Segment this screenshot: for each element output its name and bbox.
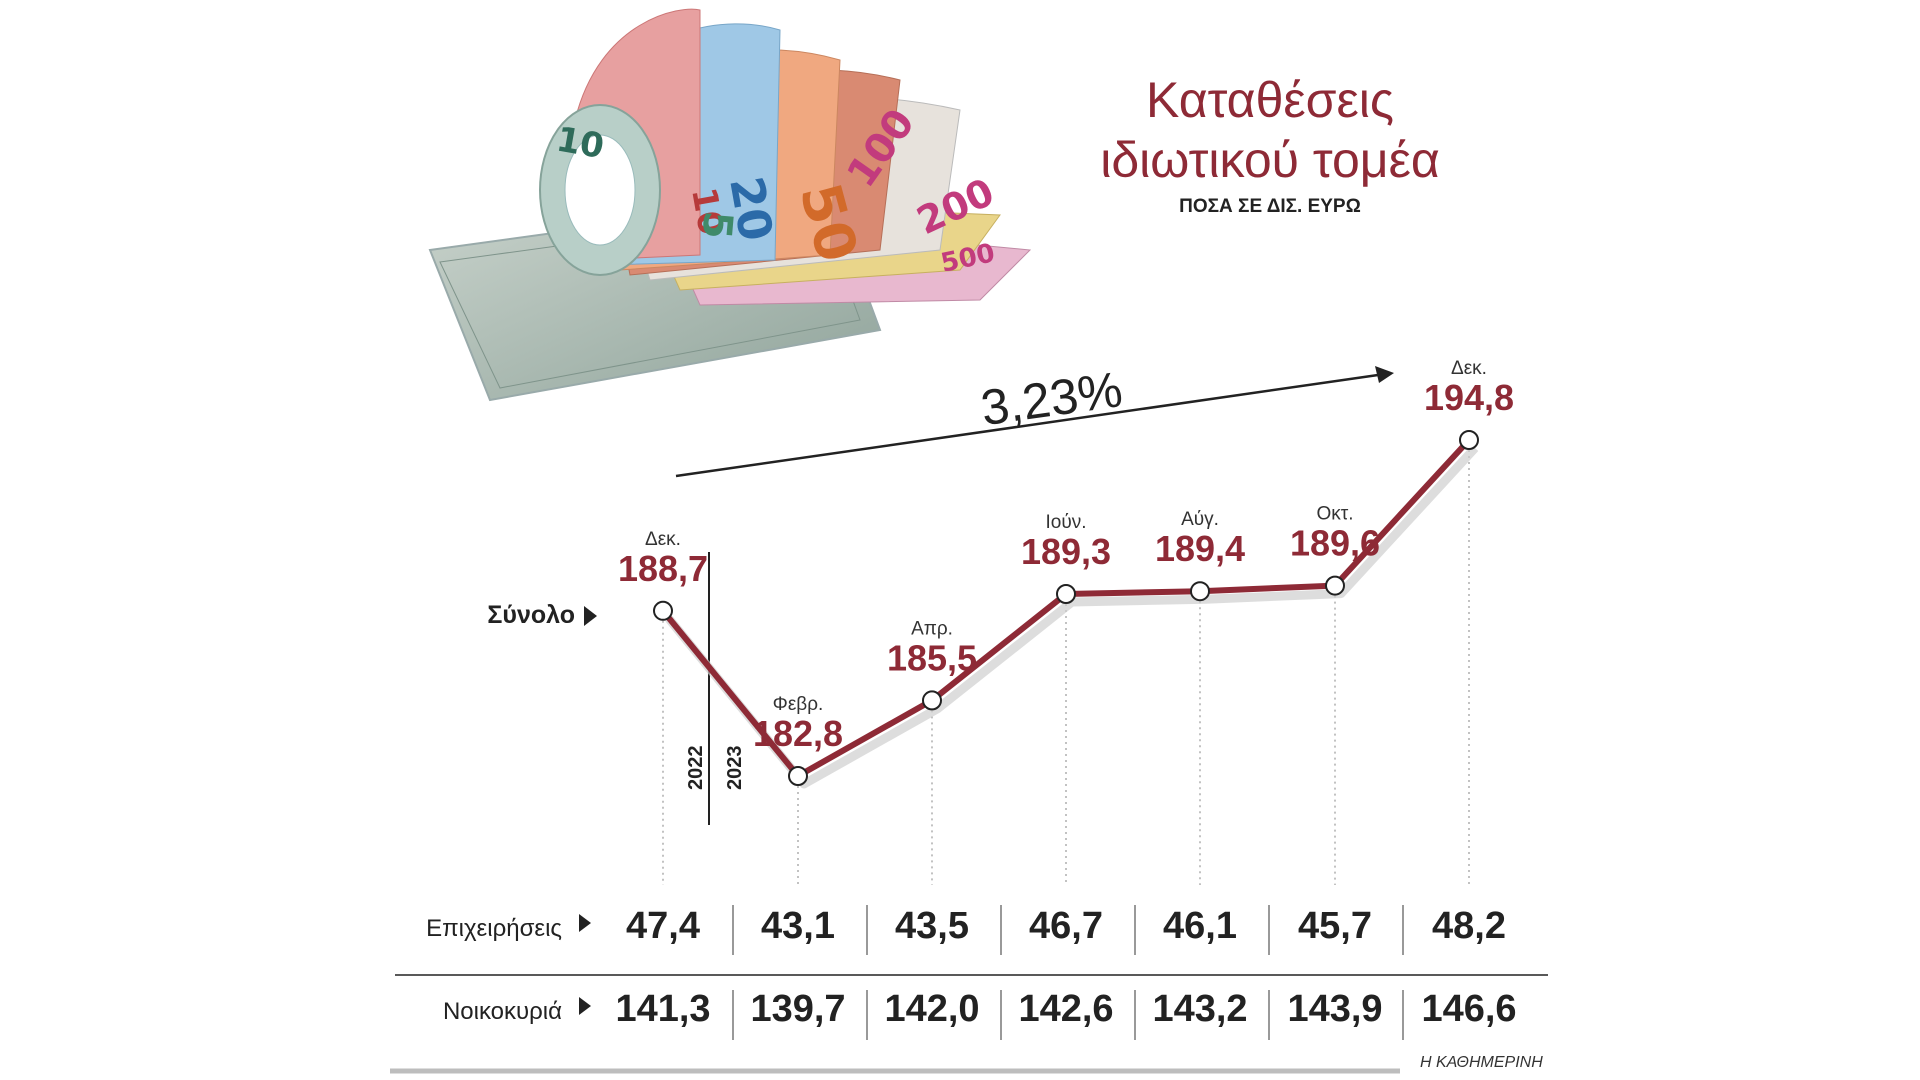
series-label-synolo: Σύνολο	[487, 601, 575, 629]
month-label: Φεβρ.	[773, 694, 824, 715]
svg-text:5: 5	[693, 209, 741, 241]
source-credit: Η ΚΑΘΗΜΕΡΙΝΗ	[1420, 1054, 1543, 1071]
data-point	[788, 766, 808, 786]
month-label: Αύγ.	[1181, 509, 1219, 530]
value-label: 185,5	[887, 637, 977, 678]
data-point	[1459, 430, 1479, 450]
year-label-2022: 2022	[685, 746, 707, 791]
chart-title-line-1: Καταθέσεις	[1145, 72, 1395, 128]
year-label-2023: 2023	[724, 746, 746, 791]
data-point	[653, 600, 673, 621]
value-label: 194,8	[1424, 377, 1514, 418]
data-point	[922, 690, 942, 711]
data-point	[1190, 581, 1210, 602]
month-label: Δεκ.	[1451, 358, 1487, 379]
table-cell-value: 139,7	[750, 988, 845, 1030]
month-label: Ιούν.	[1045, 512, 1086, 533]
chart-title: Καταθέσεις ιδιωτικού τομέα	[1040, 70, 1500, 190]
series-label-arrow	[584, 606, 597, 626]
euro-banknotes-illustration: 10 10 20 50 5 100 200 500	[428, 8, 1032, 402]
table-row-label: Επιχειρήσεις	[426, 915, 562, 942]
data-point	[1056, 584, 1076, 604]
table-cell-value: 46,7	[1029, 905, 1103, 947]
table-cell-value: 146,6	[1421, 988, 1516, 1030]
table-cell-value: 143,2	[1152, 988, 1247, 1030]
table-cell-value: 43,5	[895, 905, 969, 947]
value-label: 188,7	[618, 548, 708, 589]
table-cell-value: 46,1	[1163, 905, 1237, 947]
table-cell-value: 47,4	[626, 905, 700, 947]
table-cell-value: 141,3	[615, 988, 710, 1030]
table-row-arrow	[579, 914, 591, 932]
svg-text:10: 10	[683, 185, 731, 239]
svg-text:20: 20	[719, 173, 783, 245]
growth-annotation: 3,23%	[977, 361, 1125, 436]
chart-subtitle: ΠΟΣΑ ΣΕ ΔΙΣ. ΕΥΡΩ	[1179, 196, 1361, 217]
value-label: 189,6	[1290, 523, 1380, 564]
table-cell-value: 43,1	[761, 905, 835, 947]
table-cell-value: 142,0	[884, 988, 979, 1030]
growth-arrow-line	[675, 373, 1379, 478]
table-cell-value: 143,9	[1287, 988, 1382, 1030]
table-row-label: Νοικοκυριά	[443, 998, 562, 1025]
chart-title-line-2: ιδιωτικού τομέα	[1100, 132, 1440, 188]
data-point	[1325, 575, 1345, 596]
month-label: Απρ.	[911, 618, 953, 639]
table-row-arrow	[579, 997, 591, 1015]
growth-arrow-head	[1375, 366, 1394, 383]
value-label: 189,3	[1021, 531, 1111, 572]
table-cell-value: 45,7	[1298, 905, 1372, 947]
table-cell-value: 48,2	[1432, 905, 1506, 947]
value-label: 189,4	[1155, 528, 1245, 569]
month-label: Δεκ.	[645, 529, 681, 550]
month-label: Οκτ.	[1316, 504, 1353, 525]
svg-text:10: 10	[553, 119, 607, 167]
value-label: 182,8	[753, 713, 843, 754]
table-cell-value: 142,6	[1018, 988, 1113, 1030]
